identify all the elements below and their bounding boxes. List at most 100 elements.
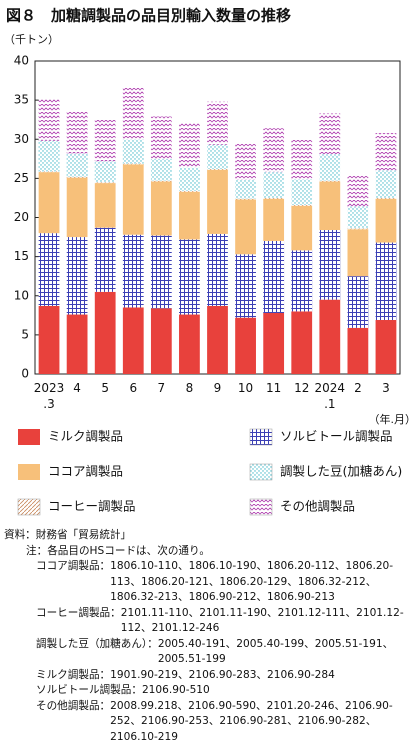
bar-segment [235, 317, 256, 374]
x-tick-label: 2023.3 [34, 381, 65, 411]
bar-segment [263, 240, 285, 313]
bar-segment [179, 314, 200, 374]
y-unit: （千トン） [4, 33, 59, 46]
bar-segment [122, 87, 144, 140]
y-tick-label: 0 [21, 367, 29, 381]
code-text: 2106.90-510 [141, 684, 210, 696]
code-label: その他調製品： [36, 699, 111, 712]
bar-segment [263, 128, 285, 173]
bar-segment [347, 176, 369, 207]
legend-swatch [18, 464, 40, 480]
y-tick-label: 30 [14, 132, 29, 146]
bar-segment [291, 204, 313, 206]
code-text: 1901.90-219、2106.90-283、2106.90-284 [110, 668, 335, 681]
x-tick-label: 4 [73, 381, 81, 395]
legend-swatch [17, 498, 41, 516]
x-tick-label: 10 [238, 381, 253, 395]
notes: 資料： 財務省「貿易統計」 注： 各品目のHSコードは、次の通り。 ココア調製品： 1… [4, 528, 418, 745]
legend-label: コーヒー調製品 [48, 499, 136, 514]
bar-segment [94, 182, 116, 184]
bar-segment [263, 198, 285, 241]
bar-segment [235, 254, 256, 318]
bar-segment [375, 242, 397, 321]
bar-segment [375, 132, 397, 171]
note-label: 注： [26, 544, 48, 557]
note-row: 注： 各品目のHSコードは、次の通り。 [4, 544, 418, 560]
bar-segment [94, 161, 116, 183]
legend-label: 調製した豆(加糖あん) [280, 464, 402, 479]
y-tick-label: 5 [21, 327, 29, 341]
bar-segment [207, 305, 228, 374]
legend-swatch [249, 463, 273, 481]
chart: 図８ 加糖調製品の品目別輸入数量の推移 （千トン） （年.月） 0 5 10 15 20… [4, 7, 417, 516]
bar-segment [375, 197, 397, 199]
bar-segment [122, 164, 144, 235]
bar-segment [375, 198, 397, 243]
bar-segment [38, 233, 60, 306]
bar-segment [179, 123, 200, 168]
code-label: ココア調製品： [36, 560, 111, 572]
bar-segment [38, 172, 60, 234]
legend-swatch [18, 429, 40, 445]
bar-segment [150, 181, 172, 236]
code-label: コーヒー調製品： [36, 606, 121, 619]
bar-segment [235, 179, 256, 199]
bar-segment [94, 227, 116, 292]
x-unit: （年.月） [369, 412, 417, 426]
y-tick-label: 40 [14, 54, 29, 68]
code-text: 2008.99.218、2106.90-590、2101.20-246、2106… [110, 699, 393, 743]
bar-segment [38, 140, 60, 172]
bar-segment [235, 198, 256, 200]
x-tick-label: 8 [186, 381, 194, 395]
code-text: 2101.11-110、2101.11-190、2101.12-111、2101… [120, 606, 404, 635]
code-label: ミルク調製品： [36, 668, 111, 681]
bar-segment [207, 233, 228, 306]
bar-segment [235, 143, 256, 180]
bar-segment [291, 311, 313, 374]
bar-segment [207, 169, 228, 234]
bar-segment [207, 144, 228, 169]
x-tick-label: 2 [354, 381, 362, 395]
bar-segment [150, 180, 172, 182]
bar-segment [179, 190, 200, 192]
x-tick-label: 7 [158, 381, 166, 395]
bar-segment [263, 312, 285, 374]
chart-title: 図８ 加糖調製品の品目別輸入数量の推移 [6, 7, 291, 25]
bar-segment [319, 299, 341, 374]
y-tick-label: 10 [14, 288, 29, 302]
bar-segment [347, 229, 369, 277]
code-row: その他調製品： 2008.99.218、2106.90-590、2101.20-2… [4, 699, 418, 746]
y-tick-label: 15 [14, 249, 29, 263]
bar-segment [150, 235, 172, 309]
bar-segment [66, 314, 88, 374]
code-row: 調製した豆（加糖あん）： 2005.40-191、2005.40-199、2005… [4, 637, 418, 668]
code-text: 2005.40-191、2005.40-199、2005.51-191、2005… [157, 637, 394, 666]
legend-label: ソルビトール調製品 [280, 429, 393, 444]
bar-segment [347, 276, 369, 328]
bar-segment [347, 228, 369, 230]
legend-label: ココア調製品 [48, 464, 123, 479]
bar-segment [347, 206, 369, 229]
bar-segment [150, 116, 172, 159]
bar-segment [38, 305, 60, 374]
y-tick-label: 25 [14, 171, 29, 185]
bar-segment [94, 118, 116, 162]
bar-segment [94, 183, 116, 228]
bar-segment [291, 250, 313, 312]
legend-label: その他調製品 [280, 499, 355, 514]
code-label: ソルビトール調製品： [36, 684, 142, 696]
bar-segment [319, 181, 341, 231]
bar-segment [179, 167, 200, 191]
code-row: ココア調製品： 1806.10-110、1806.10-190、1806.20-1… [4, 559, 418, 606]
source-row: 資料： 財務省「貿易統計」 [4, 528, 418, 544]
code-row: ミルク調製品： 1901.90-219、2106.90-283、2106.90-2… [4, 668, 418, 684]
x-tick-label: 9 [214, 381, 222, 395]
code-text: 1806.10-110、1806.10-190、1806.20-112、1806… [110, 560, 394, 603]
legend-label: ミルク調製品 [48, 429, 123, 444]
bar-segment [291, 140, 313, 180]
bar-segment [347, 327, 369, 374]
bar-segment [150, 158, 172, 181]
bar-segment [207, 168, 228, 170]
bar-segment [66, 177, 88, 238]
